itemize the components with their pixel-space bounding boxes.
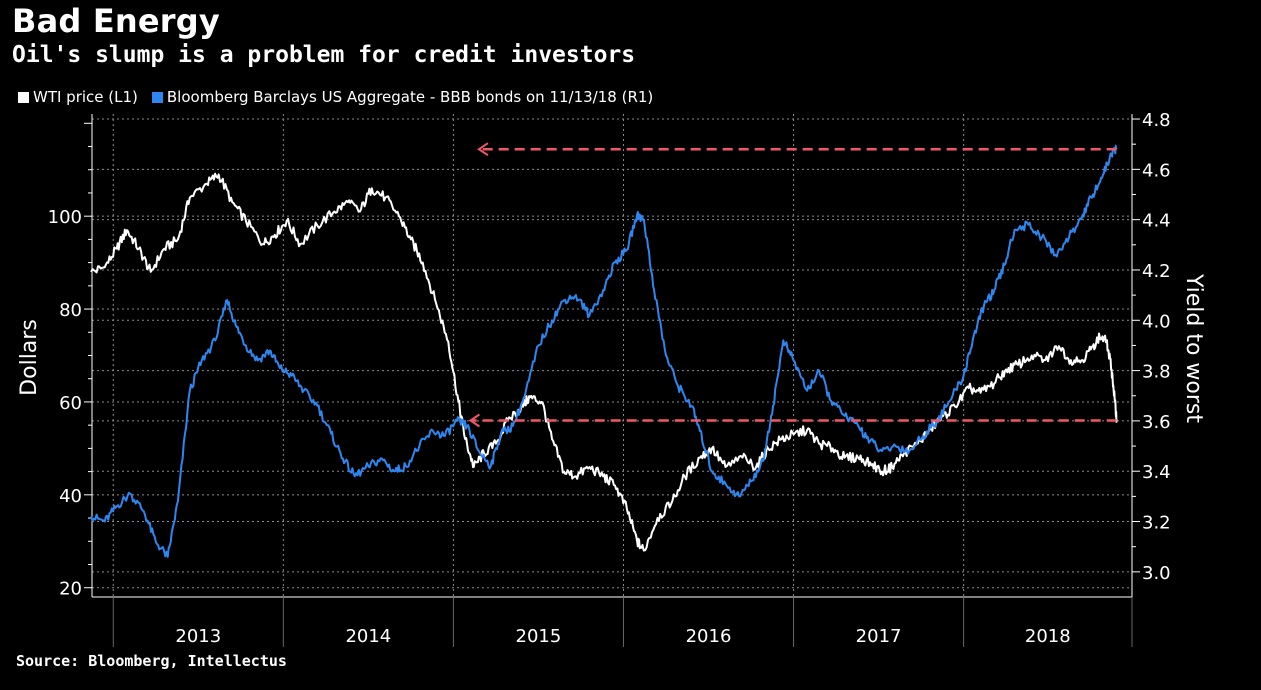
y-right-tick-label: 3.0 <box>1142 563 1171 584</box>
tick-labels: 20 40 60 80 100 3.0 3.2 3.4 3.6 3.8 4.0 4.2 4.4 4.6 4.… <box>17 110 1206 647</box>
y-right-tick-label: 3.8 <box>1142 362 1171 383</box>
y-right-tick-label: 3.6 <box>1142 412 1171 433</box>
y-left-tick-label: 60 <box>59 393 82 414</box>
series-line-bbb <box>90 144 1118 558</box>
chart-title: Bad Energy <box>12 2 220 40</box>
y-left-tick-label: 40 <box>59 486 82 507</box>
x-tick-label: 2016 <box>686 626 732 647</box>
legend-label-wti: WTI price (L1) <box>33 88 138 106</box>
y-left-tick-label: 80 <box>59 300 82 321</box>
y-right-tick-label: 4.0 <box>1142 311 1171 332</box>
y-right-tick-label: 3.2 <box>1142 513 1171 534</box>
y-right-tick-label: 4.6 <box>1142 160 1171 181</box>
legend-swatch-bbb <box>151 91 163 103</box>
source-note: Source: Bloomberg, Intellectus <box>16 652 287 670</box>
x-tick-label: 2018 <box>1025 626 1071 647</box>
x-tick-label: 2015 <box>516 626 562 647</box>
legend-label-bbb: Bloomberg Barclays US Aggregate - BBB bo… <box>166 88 654 106</box>
annotation-arrowhead-0 <box>477 142 489 157</box>
x-tick-label: 2013 <box>175 626 221 647</box>
x-tick-label: 2014 <box>345 626 391 647</box>
axes <box>84 114 1140 647</box>
y-left-axis-title: Dollars <box>17 319 42 396</box>
chart-subtitle: Oil's slump is a problem for credit inve… <box>12 42 636 68</box>
y-right-tick-label: 4.2 <box>1142 261 1171 282</box>
annotations <box>468 142 1117 428</box>
y-left-tick-label: 20 <box>59 579 82 600</box>
y-right-tick-label: 4.4 <box>1142 211 1171 232</box>
legend: WTI price (L1) Bloomberg Barclays US Agg… <box>18 88 653 106</box>
y-right-tick-label: 3.4 <box>1142 462 1171 483</box>
y-right-tick-label: 4.8 <box>1142 110 1171 131</box>
y-right-axis-title: Yield to worst <box>1181 273 1206 423</box>
grid <box>92 114 1132 597</box>
series-line-wti <box>90 172 1118 552</box>
legend-item-wti: WTI price (L1) <box>18 88 138 106</box>
x-tick-label: 2017 <box>856 626 902 647</box>
series <box>90 144 1118 558</box>
y-left-tick-label: 100 <box>48 207 82 228</box>
annotation-arrowhead-1 <box>468 413 480 428</box>
legend-swatch-wti <box>18 91 29 103</box>
legend-item-bbb: Bloomberg Barclays US Aggregate - BBB bo… <box>151 88 654 106</box>
